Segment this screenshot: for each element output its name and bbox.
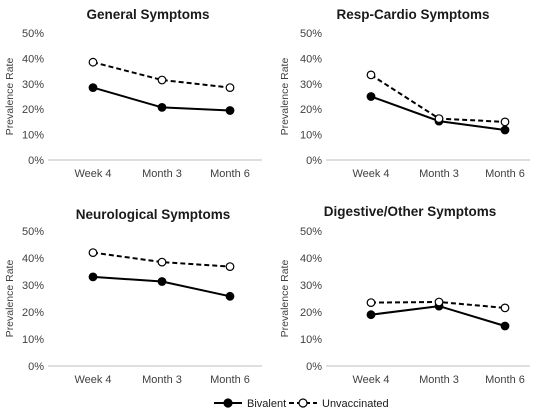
x-tick-label: Week 4 [74,168,111,180]
series-line-unvaccinated [92,251,231,268]
y-tick-label: 10% [300,334,322,346]
data-point-bivalent [88,83,98,92]
y-tick-label: 40% [300,253,322,265]
y-tick-label: 50% [22,28,44,40]
data-point-unvaccinated [157,75,167,85]
y-tick-label: 30% [22,280,44,292]
chart-title: Resp-Cardio Symptoms [336,7,489,22]
y-tick-label: 10% [22,130,44,142]
legend-bivalent-marker [223,398,233,408]
y-axis-label: Prevalence Rate [279,58,291,136]
data-point-unvaccinated [88,248,98,258]
chart-title: Neurological Symptoms [76,207,231,222]
data-point-bivalent [88,272,98,282]
data-point-unvaccinated [434,114,444,123]
data-point-bivalent [500,125,510,135]
y-tick-label: 30% [300,79,322,91]
y-tick-label: 0% [28,361,44,373]
x-tick-label: Week 4 [74,374,111,386]
y-tick-label: 0% [306,361,322,373]
y-tick-label: 40% [22,253,44,265]
data-point-bivalent [157,102,167,112]
y-tick-label: 50% [300,28,322,40]
data-point-unvaccinated [88,57,98,67]
data-point-unvaccinated [500,303,510,313]
chart-panel-3: Neurological Symptoms Prevalence Rate 0% 10… [4,207,262,386]
chart-title: General Symptoms [86,7,209,22]
y-tick-label: 0% [28,155,44,167]
y-tick-label: 40% [22,53,44,65]
y-tick-label: 10% [22,334,44,346]
x-tick-label: Week 4 [352,374,389,386]
data-point-bivalent [225,106,235,115]
y-tick-label: 0% [306,155,322,167]
x-tick-label: Week 4 [352,168,389,180]
x-tick-label: Month 6 [210,374,250,386]
chart-title: Digestive/Other Symptoms [324,204,497,219]
y-axis-label: Prevalence Rate [4,58,16,136]
y-axis-label: Prevalence Rate [4,260,16,338]
chart-panel-4: Digestive/Other Symptoms Prevalence Rate 0… [279,204,530,386]
x-tick-label: Month 6 [210,168,250,180]
data-point-unvaccinated [366,298,376,308]
data-point-bivalent [225,291,235,301]
data-point-bivalent [157,277,167,286]
x-tick-label: Month 3 [419,374,459,386]
chart-panel-2: Resp-Cardio Symptoms Prevalence Rate 0% 10%… [279,7,530,180]
y-tick-label: 50% [300,226,322,238]
x-tick-label: Month 6 [485,168,525,180]
y-axis-label: Prevalence Rate [279,260,291,338]
chart-panel-1: General Symptoms Prevalence Rate 0% 10% 20% 3… [4,7,262,180]
y-tick-label: 50% [22,226,44,238]
x-tick-label: Month 3 [142,374,182,386]
x-tick-label: Month 3 [419,168,459,180]
data-point-bivalent [500,321,510,331]
y-tick-label: 20% [300,104,322,116]
y-tick-label: 20% [300,307,322,319]
y-tick-label: 20% [22,104,44,116]
y-tick-label: 10% [300,130,322,142]
data-point-bivalent [366,92,376,101]
series-line-unvaccinated [92,61,231,89]
panels: General Symptoms Prevalence Rate 0% 10% 20% 3… [4,7,530,386]
data-point-unvaccinated [500,117,510,127]
x-tick-label: Month 6 [485,374,525,386]
y-tick-label: 30% [300,280,322,292]
data-point-unvaccinated [157,257,167,267]
data-point-unvaccinated [366,70,376,80]
y-tick-label: 30% [22,79,44,91]
data-point-unvaccinated [225,262,235,272]
y-tick-label: 40% [300,53,322,65]
legend-unvaccinated-label: Unvaccinated [322,398,389,410]
legend: Bivalent Unvaccinated [214,398,389,410]
legend-unvaccinated-marker [298,398,308,408]
data-point-unvaccinated [225,83,235,92]
x-tick-label: Month 3 [142,168,182,180]
data-point-unvaccinated [434,297,444,307]
data-point-bivalent [366,310,376,320]
legend-bivalent-label: Bivalent [247,398,286,410]
y-tick-label: 20% [22,307,44,319]
